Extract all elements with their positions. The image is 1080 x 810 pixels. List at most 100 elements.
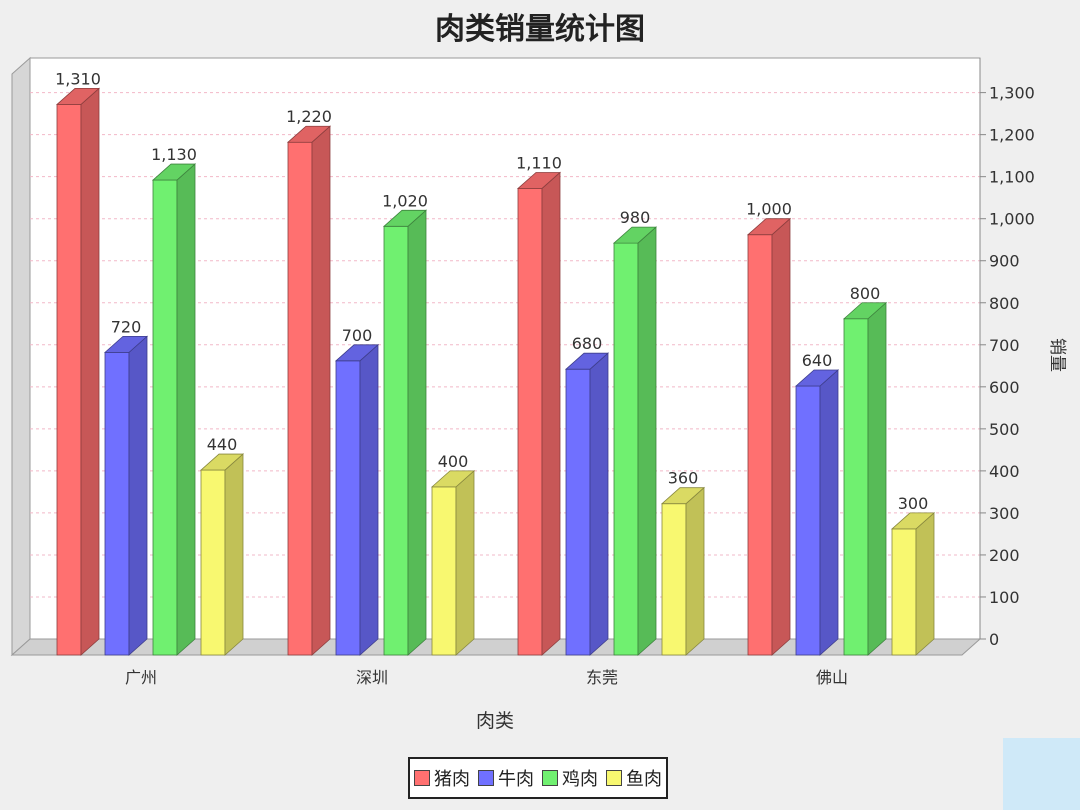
- y-tick-label: 1,100: [989, 168, 1035, 187]
- bar-side: [915, 512, 935, 656]
- bar-front: [56, 104, 82, 656]
- bar-side: [637, 226, 657, 656]
- bar-front: [152, 179, 178, 656]
- legend: 猪肉 牛肉 鸡肉 鱼肉: [408, 757, 668, 799]
- data-label: 680: [572, 334, 603, 353]
- data-label: 800: [850, 284, 881, 303]
- bar-side: [311, 125, 331, 656]
- bar-front: [287, 141, 313, 656]
- bar-top: [334, 344, 380, 362]
- plot-left-wall: [11, 56, 31, 657]
- bar-front: [843, 318, 869, 656]
- y-axis: 0 100 200 300 400 500 600 700 800 900 1,000 1,100 1,…: [979, 58, 1035, 649]
- bar-top: [286, 125, 332, 143]
- bar-front: [383, 225, 409, 656]
- data-label: 300: [898, 494, 929, 513]
- bar-front: [200, 469, 226, 656]
- y-tick-label: 700: [989, 336, 1020, 355]
- data-label: 400: [438, 452, 469, 471]
- x-tick-label: 佛山: [816, 668, 848, 687]
- bar: 400: [430, 452, 476, 656]
- bar-top: [516, 172, 562, 189]
- y-tick-label: 900: [989, 252, 1020, 271]
- legend-label: 猪肉: [434, 769, 470, 790]
- bar-side: [80, 87, 100, 656]
- y-tick-label: 0: [989, 630, 999, 649]
- legend-swatch: [542, 770, 558, 786]
- bar-side: [224, 453, 244, 656]
- bar-side: [685, 486, 705, 656]
- bar-front: [431, 486, 457, 656]
- legend-label: 鸡肉: [562, 769, 598, 790]
- y-tick-label: 800: [989, 294, 1020, 313]
- x-tick-label: 东莞: [586, 668, 618, 687]
- bar-top: [430, 470, 476, 488]
- bar-front: [747, 234, 773, 656]
- bar-side: [819, 369, 839, 656]
- bar-top: [890, 512, 936, 530]
- data-label: 1,310: [55, 69, 101, 88]
- bar-side: [359, 343, 379, 656]
- y-tick-label: 100: [989, 588, 1020, 607]
- bar-top: [151, 163, 197, 181]
- bar: 360: [660, 469, 706, 656]
- corner-decoration: [1003, 738, 1080, 810]
- x-tick-label: 广州: [125, 668, 157, 687]
- bar: 1,130: [151, 145, 197, 656]
- bar: 700: [334, 326, 380, 656]
- bar: 1,020: [382, 191, 428, 656]
- bar-top: [199, 453, 245, 471]
- y-tick-label: 1,200: [989, 126, 1035, 145]
- data-label: 360: [668, 469, 699, 488]
- data-label: 640: [802, 351, 833, 370]
- bar-top: [382, 209, 428, 227]
- bar-side: [589, 352, 609, 656]
- data-label: 980: [620, 208, 651, 227]
- legend-label: 牛肉: [498, 769, 534, 790]
- bar-top: [564, 352, 610, 370]
- bar: 680: [564, 334, 610, 656]
- data-label: 700: [342, 326, 373, 345]
- bar-top: [612, 226, 658, 244]
- legend-swatch: [606, 770, 622, 786]
- bar: 800: [842, 284, 888, 656]
- bar-top: [55, 88, 101, 105]
- bar: 980: [612, 208, 658, 656]
- data-label: 1,130: [151, 145, 197, 164]
- y-tick-label: 1,300: [989, 84, 1035, 103]
- x-axis-label: 肉类: [476, 710, 514, 732]
- bar: 440: [199, 435, 245, 656]
- y-tick-label: 500: [989, 420, 1020, 439]
- bar-front: [335, 360, 361, 656]
- legend-item: 鸡肉: [542, 765, 598, 791]
- x-tick-label: 深圳: [356, 668, 388, 687]
- bar-side: [176, 163, 196, 656]
- bar: 1,000: [746, 200, 792, 656]
- y-axis-label: 销量: [1047, 338, 1067, 372]
- bar-side: [455, 469, 475, 656]
- bar-front: [891, 528, 917, 656]
- bar-front: [565, 368, 591, 656]
- bar-top: [794, 369, 840, 387]
- bar-side: [128, 335, 148, 656]
- bar-front: [104, 351, 130, 656]
- bar: 300: [890, 494, 936, 656]
- y-tick-label: 600: [989, 378, 1020, 397]
- bar: 1,220: [286, 107, 332, 656]
- legend-item: 鱼肉: [606, 765, 662, 791]
- legend-swatch: [414, 770, 430, 786]
- bar-side: [867, 301, 887, 656]
- bar-top: [746, 218, 792, 236]
- y-tick-label: 300: [989, 504, 1020, 523]
- bar-front: [613, 242, 639, 656]
- bar-top: [103, 335, 149, 353]
- data-label: 440: [207, 435, 238, 454]
- bar-side: [541, 171, 561, 656]
- bar-top: [842, 302, 888, 320]
- legend-item: 猪肉: [414, 765, 470, 791]
- y-tick-label: 400: [989, 462, 1020, 481]
- legend-label: 鱼肉: [626, 769, 662, 790]
- legend-swatch: [478, 770, 494, 786]
- chart-title: 肉类销量统计图: [435, 12, 645, 47]
